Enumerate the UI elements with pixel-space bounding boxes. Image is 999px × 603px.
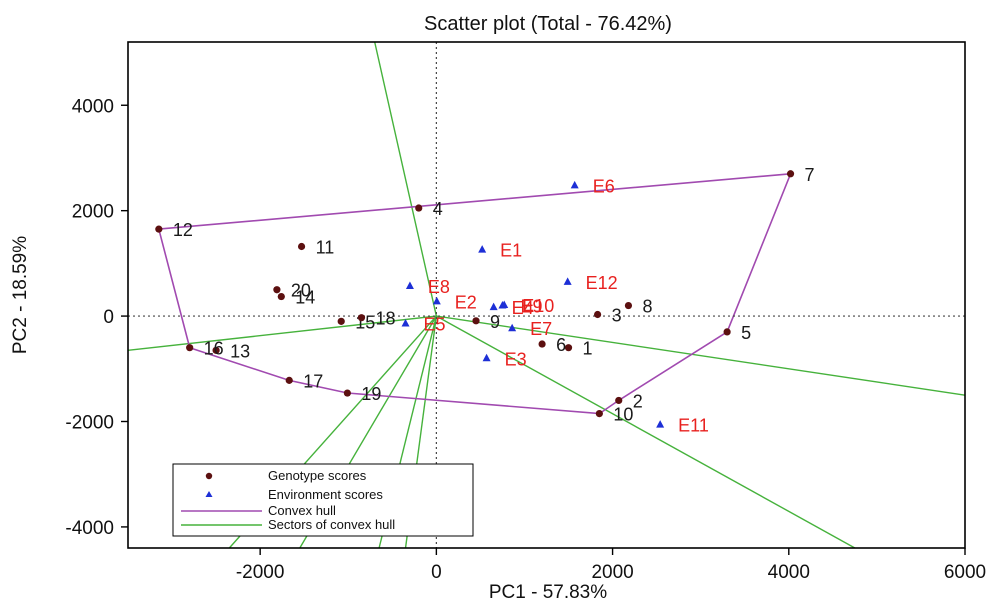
environment-point-e7 — [508, 323, 517, 332]
environment-point-e5 — [401, 318, 410, 327]
environment-point-e11 — [656, 420, 665, 428]
genotype-label-12: 12 — [173, 220, 193, 240]
genotype-point-1 — [564, 344, 573, 352]
data-points: 1234567891011121314151617181920E1E2E3E4E… — [155, 165, 815, 436]
genotype-point-14 — [277, 292, 285, 301]
genotype-point-7 — [786, 170, 795, 178]
environment-label-e10: E10 — [522, 296, 554, 316]
environment-label-e12: E12 — [586, 273, 618, 293]
x-tick-label-6000: 6000 — [944, 562, 986, 583]
genotype-label-10: 10 — [613, 405, 633, 425]
environment-point-e8 — [405, 281, 414, 290]
environment-label-e4: E4 — [512, 298, 534, 318]
genotype-label-3: 3 — [612, 306, 622, 326]
genotype-label-16: 16 — [204, 339, 224, 359]
genotype-label-9: 9 — [490, 312, 500, 332]
environment-label-e6: E6 — [593, 176, 615, 196]
genotype-label-6: 6 — [556, 335, 566, 355]
y-tick-label-4000: 4000 — [72, 96, 114, 117]
genotype-point-2 — [615, 396, 623, 405]
sector-line-7 — [436, 315, 856, 549]
genotype-point-4 — [415, 204, 423, 212]
environment-label-e5: E5 — [424, 314, 446, 334]
legend-environment-label: Environment scores — [268, 487, 383, 502]
sector-lines — [127, 41, 966, 549]
genotype-point-3 — [594, 310, 602, 319]
environment-point-e4 — [489, 302, 498, 311]
genotype-point-8 — [624, 301, 633, 310]
environment-label-e3: E3 — [505, 349, 527, 369]
legend-environment-marker — [205, 491, 213, 497]
plot-frame — [127, 41, 966, 549]
genotype-point-18 — [357, 314, 366, 322]
genotype-label-8: 8 — [642, 297, 652, 317]
genotype-point-5 — [723, 328, 731, 336]
legend-sector-label: Sectors of convex hull — [268, 517, 395, 532]
y-tick-label-0: 0 — [103, 307, 114, 328]
environment-label-e8: E8 — [428, 277, 450, 297]
genotype-label-1: 1 — [583, 339, 593, 359]
genotype-label-20: 20 — [291, 281, 311, 301]
genotype-label-2: 2 — [633, 391, 643, 411]
y-axis-label: PC2 - 18.59% — [10, 236, 31, 354]
sector-line-8 — [436, 315, 966, 396]
genotype-label-5: 5 — [741, 323, 751, 343]
environment-point-e6 — [570, 180, 579, 189]
genotype-point-17 — [285, 376, 293, 384]
genotype-point-13 — [212, 346, 220, 354]
environment-label-e2: E2 — [455, 292, 477, 312]
legend-hull-label: Convex hull — [268, 503, 336, 518]
environment-label-e11: E11 — [678, 416, 709, 436]
axis-ticks: -2000 0 2000 4000 6000 4000 2000 0 -2000 -4000 — [65, 96, 986, 583]
genotype-point-6 — [538, 340, 546, 348]
x-axis-label: PC1 - 57.83% — [489, 582, 607, 603]
legend-box — [172, 463, 474, 537]
genotype-point-11 — [297, 242, 306, 251]
genotype-point-16 — [186, 344, 194, 352]
x-tick-label--2000: -2000 — [236, 562, 285, 583]
environment-label-e9: E9 — [520, 297, 542, 317]
legend: Genotype scores Environment scores Conve… — [172, 463, 474, 537]
genotype-point-19 — [343, 389, 351, 397]
genotype-label-17: 17 — [303, 371, 323, 391]
genotype-label-7: 7 — [805, 165, 815, 185]
genotype-point-9 — [472, 317, 480, 325]
environment-label-e1: E1 — [500, 241, 522, 261]
y-tick-label--4000: -4000 — [65, 518, 114, 539]
genotype-point-20 — [273, 286, 281, 294]
sector-line-2 — [127, 315, 437, 352]
genotype-label-4: 4 — [433, 199, 443, 219]
legend-genotype-label: Genotype scores — [268, 468, 367, 483]
environment-point-e12 — [563, 277, 572, 285]
genotype-label-19: 19 — [361, 384, 381, 404]
y-tick-label--2000: -2000 — [65, 413, 114, 434]
x-tick-label-0: 0 — [431, 562, 442, 583]
genotype-label-18: 18 — [375, 309, 395, 329]
x-tick-label-2000: 2000 — [591, 562, 633, 583]
genotype-label-13: 13 — [230, 341, 250, 361]
environment-point-e2 — [432, 296, 441, 305]
environment-point-e1 — [478, 245, 487, 253]
environment-point-e10 — [500, 300, 509, 309]
sector-line-1 — [374, 41, 438, 317]
environment-point-e3 — [482, 353, 491, 362]
genotype-point-12 — [155, 225, 163, 233]
genotype-label-14: 14 — [295, 288, 315, 308]
genotype-point-15 — [337, 317, 345, 325]
y-tick-label-2000: 2000 — [72, 202, 114, 223]
genotype-point-10 — [595, 409, 603, 418]
environment-label-e7: E7 — [530, 319, 552, 339]
x-tick-label-4000: 4000 — [768, 562, 810, 583]
genotype-label-15: 15 — [355, 312, 375, 332]
genotype-label-11: 11 — [316, 238, 335, 258]
legend-genotype-marker — [205, 472, 213, 480]
chart-title: Scatter plot (Total - 76.42%) — [424, 13, 672, 35]
